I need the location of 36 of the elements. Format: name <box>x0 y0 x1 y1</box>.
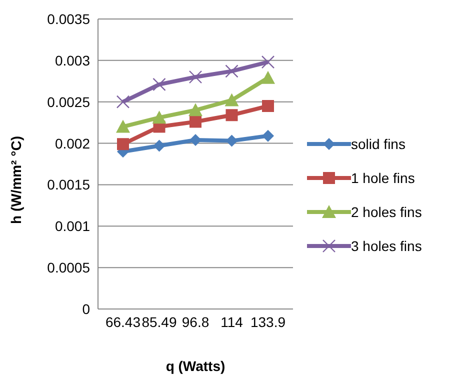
point <box>188 70 202 84</box>
point <box>261 70 275 84</box>
point <box>262 130 274 142</box>
point <box>152 110 166 124</box>
point <box>261 55 275 69</box>
y-tick-label: 0.0015 <box>47 176 90 193</box>
point <box>226 109 238 122</box>
x-tick-label: 114 <box>220 314 244 330</box>
point <box>153 140 166 152</box>
y-tick-label: 0.003 <box>54 52 90 68</box>
y-tick-label: 0.001 <box>54 218 90 234</box>
point <box>190 116 202 128</box>
x-tick-label: 66.43 <box>105 314 141 330</box>
x-tick-label: 133.9 <box>250 314 286 330</box>
point <box>152 78 166 92</box>
x-tick-label: 96.8 <box>182 314 210 330</box>
y-tick-label: 0.002 <box>54 135 90 152</box>
point <box>262 100 274 112</box>
point <box>224 93 239 106</box>
legend-label: solid fins <box>351 136 406 152</box>
legend-label: 2 holes fins <box>351 204 422 220</box>
y-tick-label: 0.0005 <box>47 260 90 276</box>
x-tick-label: 85.49 <box>142 314 177 330</box>
point <box>190 134 202 146</box>
x-axis-title: q (Watts) <box>166 358 226 374</box>
y-tick-label: 0.0035 <box>47 10 90 27</box>
point <box>117 138 129 150</box>
legend-label: 1 hole fins <box>351 170 415 186</box>
legend-label: 3 holes fins <box>351 238 422 254</box>
point <box>225 64 238 78</box>
point <box>188 103 202 116</box>
y-tick-label: 0.0025 <box>47 94 90 110</box>
y-tick-label: 0 <box>82 300 90 317</box>
point <box>116 95 130 108</box>
point <box>116 120 130 133</box>
y-axis-title: h (W/mm² °C) <box>8 136 24 224</box>
